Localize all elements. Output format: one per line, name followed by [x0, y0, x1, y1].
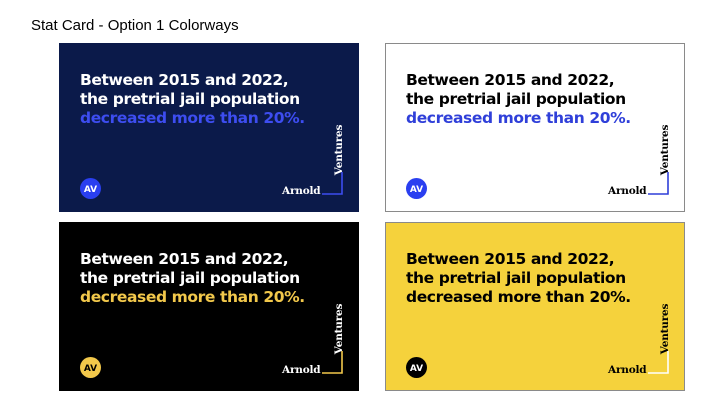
ventures-wordmark: Ventures — [659, 304, 671, 355]
ventures-wordmark: Ventures — [333, 304, 345, 355]
headline-line-1: Between 2015 and 2022, — [80, 71, 289, 89]
arnold-wordmark: Arnold — [282, 185, 321, 197]
av-logo-text: AV — [84, 185, 97, 195]
headline-highlight: decreased more than 20%. — [406, 288, 631, 306]
headline-line-2: the pretrial jail population — [80, 90, 300, 108]
ventures-text: Ventures — [659, 303, 671, 355]
ventures-wordmark: Ventures — [659, 125, 671, 176]
stat-headline: Between 2015 and 2022, the pretrial jail… — [80, 250, 305, 307]
av-logo-text: AV — [410, 185, 423, 195]
stat-card-navy: Between 2015 and 2022, the pretrial jail… — [59, 43, 359, 212]
av-logo-text: AV — [84, 364, 97, 374]
ventures-text: Ventures — [659, 124, 671, 176]
headline-highlight: decreased more than 20%. — [80, 288, 305, 306]
av-logo-icon: AV — [80, 178, 101, 199]
ventures-text: Ventures — [333, 303, 345, 355]
headline-line-2: the pretrial jail population — [80, 269, 300, 287]
headline-line-1: Between 2015 and 2022, — [406, 71, 615, 89]
av-logo-text: AV — [410, 364, 423, 374]
corner-bracket-icon — [322, 351, 343, 374]
av-logo-icon: AV — [80, 357, 101, 378]
av-logo-icon: AV — [406, 357, 427, 378]
stat-card-yellow: Between 2015 and 2022, the pretrial jail… — [385, 222, 685, 391]
headline-line-2: the pretrial jail population — [406, 90, 626, 108]
corner-bracket-icon — [648, 351, 669, 374]
ventures-wordmark: Ventures — [333, 125, 345, 176]
stat-card-black: Between 2015 and 2022, the pretrial jail… — [59, 222, 359, 391]
arnold-wordmark: Arnold — [282, 364, 321, 376]
page-title: Stat Card - Option 1 Colorways — [31, 17, 239, 34]
corner-bracket-icon — [322, 172, 343, 195]
stat-headline: Between 2015 and 2022, the pretrial jail… — [80, 71, 305, 128]
headline-line-1: Between 2015 and 2022, — [80, 250, 289, 268]
ventures-text: Ventures — [333, 124, 345, 176]
headline-line-1: Between 2015 and 2022, — [406, 250, 615, 268]
corner-bracket-icon — [648, 172, 669, 195]
arnold-wordmark: Arnold — [608, 364, 647, 376]
headline-line-2: the pretrial jail population — [406, 269, 626, 287]
arnold-wordmark: Arnold — [608, 185, 647, 197]
stat-card-white: Between 2015 and 2022, the pretrial jail… — [385, 43, 685, 212]
av-logo-icon: AV — [406, 178, 427, 199]
stat-headline: Between 2015 and 2022, the pretrial jail… — [406, 250, 631, 307]
headline-highlight: decreased more than 20%. — [80, 109, 305, 127]
stat-headline: Between 2015 and 2022, the pretrial jail… — [406, 71, 631, 128]
headline-highlight: decreased more than 20%. — [406, 109, 631, 127]
